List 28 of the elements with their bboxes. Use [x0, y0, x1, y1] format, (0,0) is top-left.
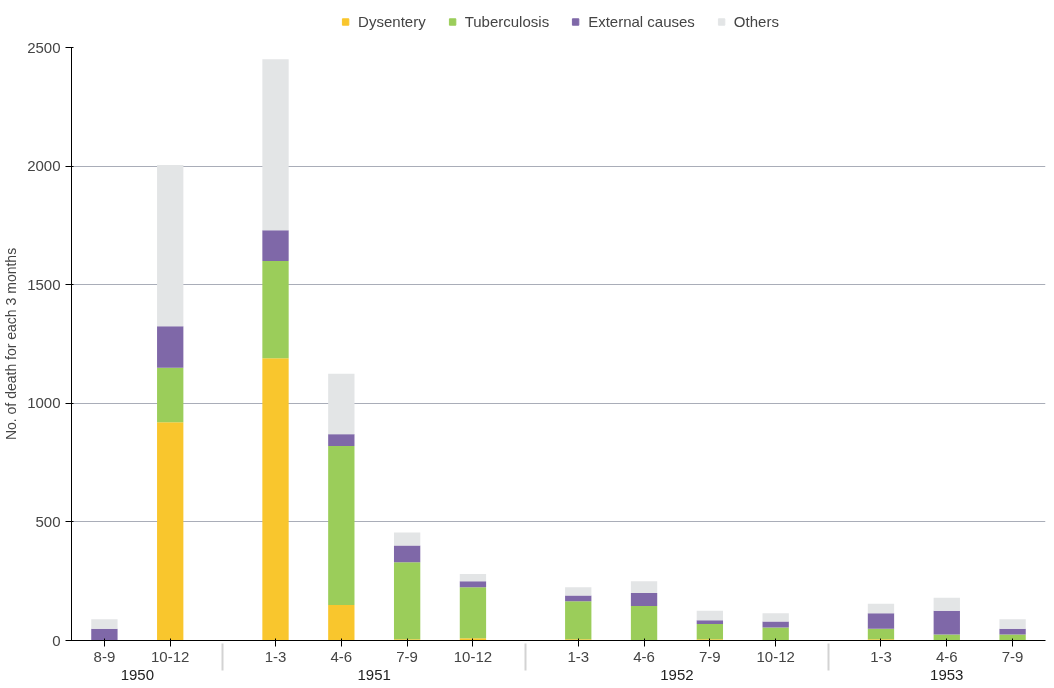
y-axis-title: No. of death for each 3 months — [3, 247, 20, 441]
category-label: 4-6 — [330, 647, 353, 665]
category-label: 10-12 — [151, 647, 190, 665]
category-label: 8-9 — [93, 647, 116, 665]
category-label: 10-12 — [756, 647, 795, 665]
y-tick-label: 2500 — [27, 38, 61, 56]
category-label: 1953 — [930, 665, 964, 683]
legend-label: Dysentery — [358, 12, 426, 30]
category-label: 1952 — [660, 665, 694, 683]
category-label: 4-6 — [935, 647, 958, 665]
y-tick-label: 1000 — [27, 394, 61, 412]
category-label: 7-9 — [396, 647, 418, 665]
legend-label: Others — [733, 12, 779, 30]
category-label: 10-12 — [453, 647, 493, 665]
category-label: 4-6 — [633, 647, 655, 665]
category-label: 1-3 — [567, 647, 590, 665]
category-label: 1-3 — [264, 647, 287, 665]
y-tick-label: 1500 — [27, 275, 61, 293]
legend-label: Tuberculosis — [464, 12, 550, 30]
category-label: 1950 — [120, 665, 154, 683]
y-tick-label: 500 — [35, 512, 61, 530]
category-label: 1-3 — [870, 647, 892, 665]
legend-label: External causes — [588, 12, 695, 30]
y-tick-label: 0 — [52, 631, 61, 649]
y-tick-label: 2000 — [27, 157, 61, 175]
category-label: 1951 — [357, 665, 391, 683]
category-label: 7-9 — [1001, 647, 1024, 665]
category-label: 7-9 — [699, 647, 721, 665]
